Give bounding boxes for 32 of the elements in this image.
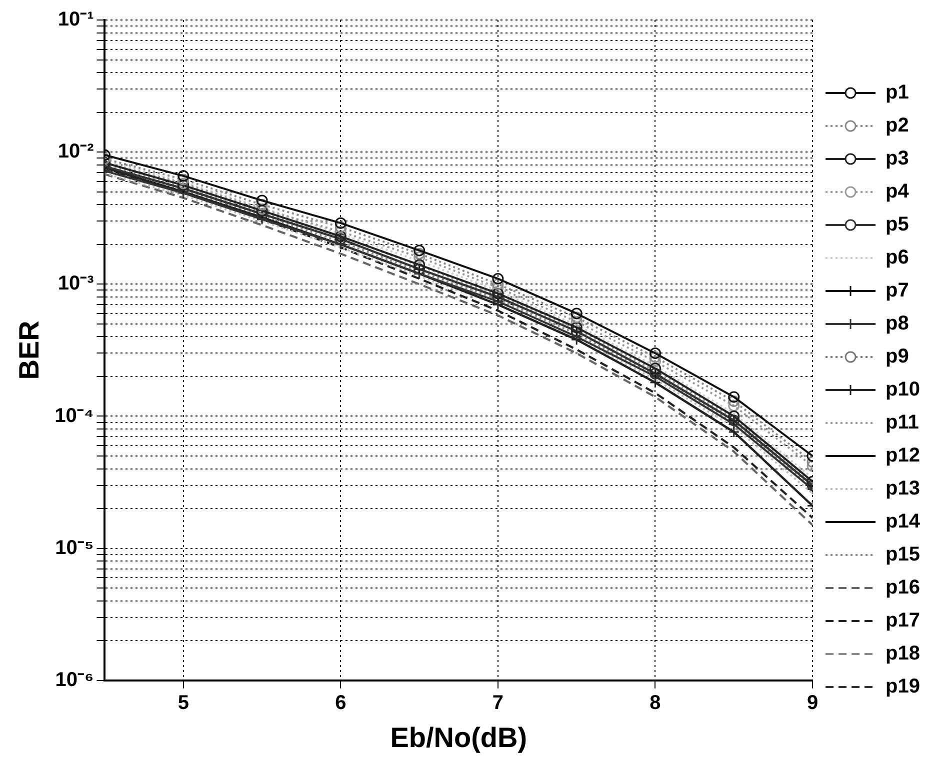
y-tick-label: 10⁻²	[58, 140, 94, 163]
legend-label: p2	[886, 114, 909, 137]
legend-label: p15	[886, 544, 920, 566]
x-axis-title: Eb/No(dB)	[390, 722, 528, 753]
legend-label: p12	[886, 444, 920, 467]
legend-label: p16	[886, 576, 920, 599]
legend-label: p18	[886, 642, 920, 665]
x-tick-label: 5	[178, 692, 189, 714]
legend-label: p13	[886, 478, 920, 500]
legend-label: p4	[886, 180, 910, 203]
x-tick-label: 9	[806, 692, 818, 714]
legend-label: p5	[886, 214, 909, 236]
legend-label: p11	[886, 412, 919, 434]
y-axis-title: BER	[14, 320, 45, 380]
legend-label: p3	[886, 148, 909, 170]
y-tick-label: 10⁻⁴	[54, 404, 94, 427]
legend-label: p6	[886, 246, 909, 269]
x-tick-label: 6	[335, 692, 346, 714]
y-tick-label: 10⁻³	[58, 272, 94, 295]
y-tick-label: 10⁻¹	[58, 8, 94, 31]
y-tick-label: 10⁻⁵	[55, 536, 94, 559]
legend-label: p8	[886, 312, 909, 335]
legend-label: p7	[886, 280, 909, 302]
legend-label: p19	[886, 676, 920, 698]
legend-label: p14	[886, 510, 921, 533]
y-tick-label: 10⁻⁶	[55, 668, 94, 691]
legend-label: p9	[886, 346, 909, 368]
legend-label: p10	[886, 378, 920, 401]
legend-label: p17	[886, 610, 920, 632]
x-tick-label: 8	[650, 692, 661, 714]
x-tick-label: 7	[492, 692, 504, 714]
legend-label: p1	[886, 82, 909, 104]
